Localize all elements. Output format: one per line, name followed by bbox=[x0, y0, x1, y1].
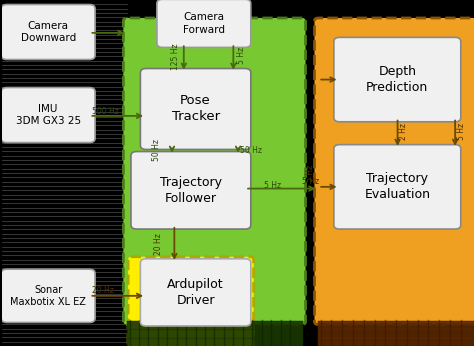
Text: 5 Hz: 5 Hz bbox=[306, 164, 315, 182]
Text: 50 Hz: 50 Hz bbox=[153, 139, 162, 161]
Text: 20 Hz: 20 Hz bbox=[92, 286, 114, 295]
Text: 125 Hz: 125 Hz bbox=[171, 44, 180, 70]
FancyBboxPatch shape bbox=[334, 37, 461, 122]
Text: Ardupilot
Driver: Ardupilot Driver bbox=[167, 278, 224, 307]
FancyBboxPatch shape bbox=[131, 152, 251, 229]
FancyBboxPatch shape bbox=[140, 69, 251, 149]
Text: Camera
Downward: Camera Downward bbox=[20, 21, 76, 43]
Text: 50 Hz: 50 Hz bbox=[240, 146, 263, 155]
Text: Trajectory
Evaluation: Trajectory Evaluation bbox=[365, 172, 430, 201]
Text: Sonar
Maxbotix XL EZ: Sonar Maxbotix XL EZ bbox=[10, 285, 86, 307]
Text: Pose
Tracker: Pose Tracker bbox=[172, 94, 219, 124]
FancyBboxPatch shape bbox=[123, 18, 306, 325]
Text: 5 Hz: 5 Hz bbox=[302, 177, 319, 186]
FancyBboxPatch shape bbox=[1, 269, 95, 322]
Text: 5 Hz: 5 Hz bbox=[264, 181, 281, 190]
Text: Depth
Prediction: Depth Prediction bbox=[366, 65, 428, 94]
Text: 2 Hz: 2 Hz bbox=[400, 123, 409, 140]
Text: IMU
3DM GX3 25: IMU 3DM GX3 25 bbox=[16, 104, 81, 126]
FancyBboxPatch shape bbox=[1, 4, 95, 60]
Text: 500 Hz: 500 Hz bbox=[92, 107, 118, 116]
FancyBboxPatch shape bbox=[157, 0, 251, 47]
Text: Camera
Forward: Camera Forward bbox=[183, 12, 225, 35]
FancyBboxPatch shape bbox=[140, 259, 251, 326]
Text: Trajectory
Follower: Trajectory Follower bbox=[160, 176, 222, 205]
Text: 5 Hz: 5 Hz bbox=[237, 47, 246, 64]
Text: 5 Hz: 5 Hz bbox=[456, 123, 465, 140]
FancyBboxPatch shape bbox=[1, 88, 95, 143]
FancyBboxPatch shape bbox=[128, 257, 254, 346]
FancyBboxPatch shape bbox=[334, 145, 461, 229]
FancyBboxPatch shape bbox=[315, 18, 474, 325]
Text: 20 Hz: 20 Hz bbox=[154, 233, 163, 255]
